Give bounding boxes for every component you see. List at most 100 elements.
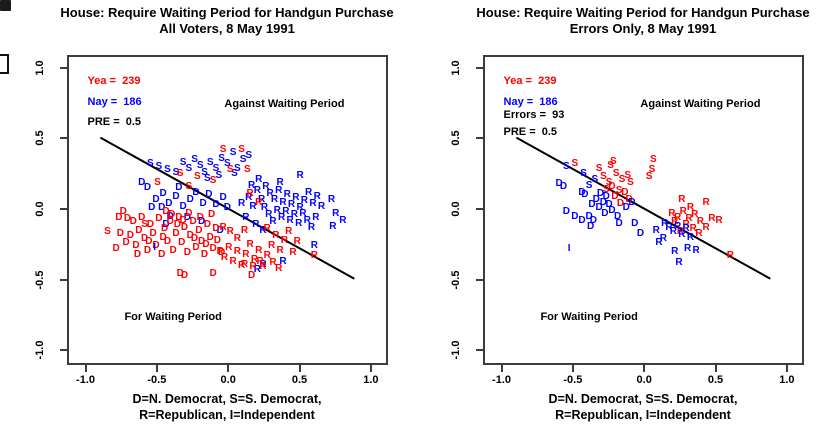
data-point-r-yea: R	[269, 256, 277, 268]
data-point-s-nay: S	[179, 156, 187, 168]
data-point-r-yea: R	[240, 224, 249, 236]
data-point-r-yea: R	[668, 207, 676, 219]
data-point-r-nay: R	[265, 209, 273, 221]
x-axis-label-line2: R=Republican, I=Independent	[139, 408, 315, 422]
x-axis-label-line1: D=N. Democrat, S=S. Democrat,	[132, 392, 322, 406]
data-point-s-nay: S	[218, 152, 225, 164]
data-point-r-nay: R	[252, 218, 260, 230]
data-point-d-nay: D	[198, 216, 206, 228]
data-point-r-yea: R	[686, 201, 695, 213]
data-point-d-yea: D	[247, 269, 256, 281]
data-point-s-yea: S	[176, 168, 184, 180]
data-point-s-nay: S	[201, 166, 208, 178]
data-point-r-yea: R	[242, 248, 250, 260]
y-tick-label: -1.0	[450, 340, 462, 360]
y-tick-label: -1.0	[34, 340, 46, 360]
data-point-d-yea: D	[178, 237, 186, 249]
legend-yea-label: Yea = 239	[503, 75, 557, 88]
data-point-r-nay: R	[669, 225, 677, 237]
data-point-r-nay: R	[238, 197, 246, 209]
data-point-r-nay: R	[255, 173, 263, 185]
data-point-r-yea: R	[685, 213, 693, 225]
data-point-r-yea: R	[280, 234, 289, 246]
data-point-d-yea: D	[202, 238, 210, 250]
data-point-r-nay: R	[327, 193, 336, 205]
data-point-d-nay: D	[586, 220, 595, 232]
data-point-d-nay: D	[219, 192, 227, 204]
legend-nay-label: Nay = 186	[87, 96, 142, 109]
data-point-d-yea: D	[625, 193, 633, 205]
data-point-d-yea: D	[218, 247, 226, 259]
data-point-d-yea: D	[200, 248, 209, 260]
data-point-r-yea: R	[695, 227, 703, 239]
cut-line-layer	[515, 136, 771, 280]
data-point-d-yea: D	[158, 248, 166, 260]
data-point-r-nay: R	[671, 245, 679, 257]
x-tick-mark	[500, 365, 503, 372]
cutting-line	[515, 136, 771, 280]
plot-subtitle: Errors Only, 8 May 1991	[569, 21, 717, 36]
data-point-d-yea: D	[152, 240, 160, 252]
data-point-r-nay: R	[329, 220, 337, 232]
y-tick-mark	[476, 349, 483, 352]
data-point-d-yea: D	[209, 268, 217, 280]
data-point-d-nay: D	[183, 211, 192, 223]
x-tick-mark	[714, 365, 717, 372]
data-point-d-yea: D	[173, 218, 182, 230]
data-point-r-yea: R	[702, 221, 710, 233]
data-point-r-nay: R	[290, 209, 299, 221]
data-point-s-nay: S	[580, 168, 587, 180]
data-point-d-nay: D	[148, 201, 156, 213]
data-point-d-nay: D	[581, 189, 589, 201]
data-point-r-yea: R	[263, 223, 271, 235]
data-point-d-nay: D	[199, 197, 207, 209]
data-point-d-nay: D	[592, 193, 600, 205]
data-point-d-yea: D	[185, 207, 193, 219]
data-point-d-yea: D	[189, 216, 197, 228]
data-point-d-yea: D	[135, 224, 143, 236]
data-point-s-nay: S	[206, 156, 214, 168]
data-point-d-yea: D	[180, 221, 189, 233]
data-point-r-nay: R	[282, 206, 290, 218]
data-point-s-yea: S	[610, 155, 617, 167]
data-point-d-nay: D	[216, 224, 224, 236]
data-point-r-yea: R	[678, 193, 686, 205]
data-point-d-nay: D	[179, 200, 187, 212]
data-point-d-nay: D	[628, 196, 636, 208]
data-point-r-nay: R	[247, 179, 256, 191]
data-point-s-nay: S	[185, 162, 193, 174]
y-tick-label: 1.0	[450, 60, 462, 76]
legend-pre-label: PRE = 0.5	[503, 126, 558, 139]
data-point-d-yea: D	[176, 268, 184, 280]
data-point-s-yea: S	[209, 175, 217, 187]
data-point-r-yea: R	[715, 214, 723, 226]
y-tick-mark	[476, 278, 483, 281]
data-point-r-yea: R	[233, 233, 241, 245]
data-point-d-yea: D	[168, 209, 176, 221]
data-point-r-nay: R	[273, 204, 281, 216]
x-tick-mark	[298, 365, 301, 372]
data-point-d-yea: D	[129, 216, 137, 228]
data-point-r-nay: R	[262, 180, 270, 192]
data-point-r-nay: R	[277, 211, 286, 223]
data-point-r-nay: R	[309, 197, 317, 209]
y-tick-mark	[60, 208, 67, 210]
data-point-s-yea: S	[185, 180, 193, 192]
x-axis-label-line1: D=N. Democrat, S=S. Democrat,	[548, 392, 738, 406]
data-point-r-yea: R	[250, 254, 259, 266]
data-point-d-nay: D	[578, 186, 586, 198]
data-point-d-yea: D	[138, 211, 146, 223]
x-tick-label: 0.0	[636, 374, 652, 386]
y-tick-label: -0.5	[34, 270, 46, 290]
data-point-r-yea: R	[691, 209, 699, 221]
data-point-d-yea: D	[175, 211, 183, 223]
data-point-d-nay: D	[555, 178, 563, 190]
data-point-d-nay: D	[614, 210, 622, 222]
data-point-r-nay: R	[292, 192, 300, 204]
screen-artifact-edge	[0, 54, 9, 74]
data-point-d-nay: D	[162, 218, 170, 230]
data-point-d-nay: D	[172, 190, 180, 202]
x-axis-label-line2: R=Republican, I=Independent	[555, 408, 731, 422]
data-point-d-yea: D	[172, 227, 180, 239]
